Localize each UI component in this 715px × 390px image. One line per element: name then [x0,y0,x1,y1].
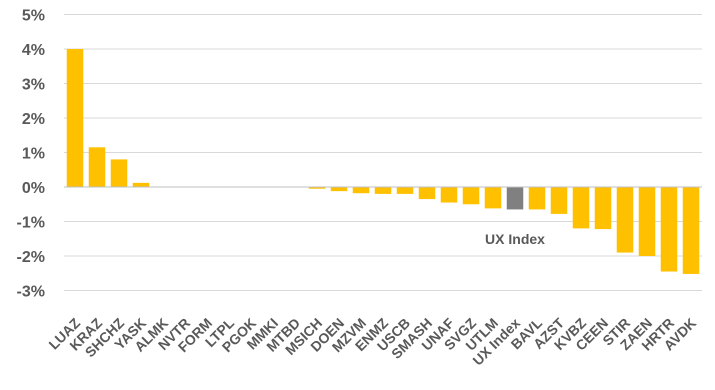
bars [64,49,702,274]
bar-unaf [440,187,458,203]
ux-index-annotation: UX Index [485,231,545,247]
bar-avdk [682,187,700,274]
x-axis-labels: LUAZKRAZSHCHZYASKALMKNVTRFORMLTPLPGOKMMK… [45,314,699,368]
bar-utlm [484,187,502,209]
bar-bavl [528,187,546,210]
bar-azst [550,187,568,214]
bar-luaz [66,49,84,187]
y-tick-label: 3% [22,77,45,94]
bar-doen [330,187,348,192]
bar-hrtr [660,187,678,272]
y-tick-label: 0% [22,180,45,197]
y-tick-label: 1% [22,146,45,163]
bar-stir [616,187,634,253]
y-tick-label: -1% [17,215,45,232]
y-tick-label: 2% [22,111,45,128]
y-axis-labels: 5% 4% 3% 2% 1% 0% -1% -2% -3% [17,8,45,301]
bar-msich [308,187,326,189]
y-tick-label: 4% [22,42,45,59]
bar-zaen [638,187,656,256]
y-tick-label: -2% [17,249,45,266]
y-tick-label: -3% [17,284,45,301]
bar-shchz [110,159,128,187]
bar-ceen [594,187,612,230]
bar-mzvm [352,187,370,194]
gridlines [64,14,702,291]
bar-kraz [88,147,106,187]
bar-yask [132,182,150,187]
bar-svgz [462,187,480,205]
bar-kvbz [572,187,590,229]
y-tick-label: 5% [22,8,45,25]
bar-enmz [374,187,392,194]
bar-uscb [396,187,414,194]
bar-ux-index [506,187,524,210]
bar-smash [418,187,436,200]
